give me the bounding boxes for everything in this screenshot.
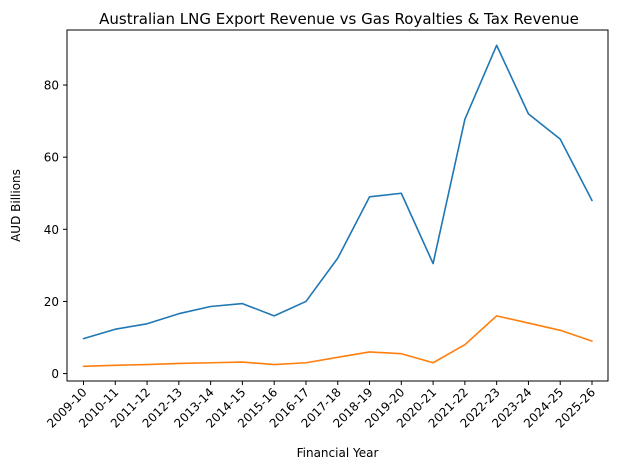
y-tick-label: 40: [44, 223, 59, 237]
y-tick-label: 20: [44, 295, 59, 309]
chart-title: Australian LNG Export Revenue vs Gas Roy…: [99, 10, 579, 28]
x-axis-label: Financial Year: [297, 446, 379, 460]
series-layer: [82, 44, 593, 368]
plot-frame: [66, 29, 609, 382]
y-tick-label: 80: [44, 79, 59, 93]
series-line-1: [82, 44, 593, 340]
series-line-2: [82, 315, 593, 368]
y-axis-label: AUD Billions: [9, 169, 23, 242]
plot-area: [66, 29, 609, 382]
y-tick-label: 60: [44, 151, 59, 165]
y-tick-label: 0: [51, 367, 59, 381]
y-axis: 0 20 40 60 80: [44, 79, 67, 381]
x-axis: 2009-102010-112011-122012-132013-142014-…: [44, 381, 598, 431]
